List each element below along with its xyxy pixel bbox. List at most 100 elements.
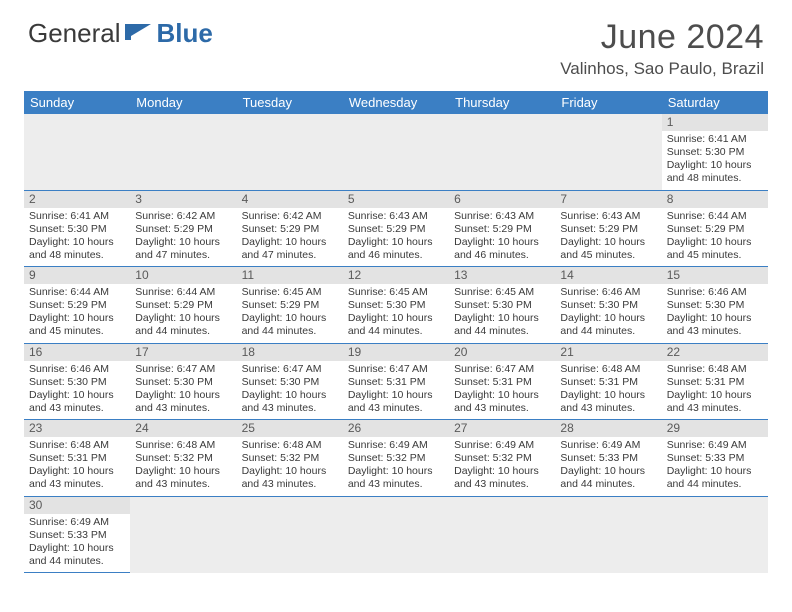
daylight-line: Daylight: 10 hours and 48 minutes. [667, 159, 763, 185]
daylight-line: Daylight: 10 hours and 44 minutes. [560, 465, 656, 491]
day-number: 30 [24, 497, 130, 514]
day-number: 29 [662, 420, 768, 437]
day-number: 17 [130, 344, 236, 361]
sunrise-line: Sunrise: 6:49 AM [348, 439, 444, 452]
daylight-line: Daylight: 10 hours and 43 minutes. [667, 312, 763, 338]
calendar-cell-empty [130, 114, 236, 190]
calendar-cell: 29Sunrise: 6:49 AMSunset: 5:33 PMDayligh… [662, 420, 768, 497]
day-number: 12 [343, 267, 449, 284]
sunrise-line: Sunrise: 6:49 AM [454, 439, 550, 452]
daylight-line: Daylight: 10 hours and 44 minutes. [560, 312, 656, 338]
sunrise-line: Sunrise: 6:42 AM [135, 210, 231, 223]
calendar-row: 2Sunrise: 6:41 AMSunset: 5:30 PMDaylight… [24, 190, 768, 267]
day-number: 7 [555, 191, 661, 208]
day-number: 10 [130, 267, 236, 284]
calendar-cell: 11Sunrise: 6:45 AMSunset: 5:29 PMDayligh… [237, 267, 343, 344]
calendar-cell: 17Sunrise: 6:47 AMSunset: 5:30 PMDayligh… [130, 343, 236, 420]
weekday-header: Sunday [24, 91, 130, 114]
day-number: 21 [555, 344, 661, 361]
day-number: 3 [130, 191, 236, 208]
sunset-line: Sunset: 5:31 PM [29, 452, 125, 465]
sunset-line: Sunset: 5:31 PM [667, 376, 763, 389]
day-number: 6 [449, 191, 555, 208]
daylight-line: Daylight: 10 hours and 43 minutes. [560, 389, 656, 415]
calendar-cell: 25Sunrise: 6:48 AMSunset: 5:32 PMDayligh… [237, 420, 343, 497]
sunset-line: Sunset: 5:31 PM [348, 376, 444, 389]
sunrise-line: Sunrise: 6:49 AM [560, 439, 656, 452]
day-number: 9 [24, 267, 130, 284]
sunrise-line: Sunrise: 6:41 AM [29, 210, 125, 223]
calendar-cell: 30Sunrise: 6:49 AMSunset: 5:33 PMDayligh… [24, 496, 130, 573]
calendar-cell-empty [449, 496, 555, 573]
calendar-cell-empty [662, 496, 768, 573]
calendar-row: 30Sunrise: 6:49 AMSunset: 5:33 PMDayligh… [24, 496, 768, 573]
sunrise-line: Sunrise: 6:45 AM [242, 286, 338, 299]
sunset-line: Sunset: 5:32 PM [348, 452, 444, 465]
calendar-cell: 7Sunrise: 6:43 AMSunset: 5:29 PMDaylight… [555, 190, 661, 267]
sunset-line: Sunset: 5:30 PM [667, 299, 763, 312]
sunrise-line: Sunrise: 6:47 AM [454, 363, 550, 376]
day-number: 27 [449, 420, 555, 437]
logo: General Blue [28, 18, 213, 49]
sunset-line: Sunset: 5:29 PM [242, 299, 338, 312]
weekday-header: Thursday [449, 91, 555, 114]
daylight-line: Daylight: 10 hours and 47 minutes. [135, 236, 231, 262]
calendar-cell-empty [237, 496, 343, 573]
calendar-cell: 24Sunrise: 6:48 AMSunset: 5:32 PMDayligh… [130, 420, 236, 497]
calendar-cell: 12Sunrise: 6:45 AMSunset: 5:30 PMDayligh… [343, 267, 449, 344]
calendar-cell: 14Sunrise: 6:46 AMSunset: 5:30 PMDayligh… [555, 267, 661, 344]
weekday-header: Friday [555, 91, 661, 114]
calendar-cell: 15Sunrise: 6:46 AMSunset: 5:30 PMDayligh… [662, 267, 768, 344]
sunset-line: Sunset: 5:30 PM [29, 223, 125, 236]
calendar-cell-empty [449, 114, 555, 190]
daylight-line: Daylight: 10 hours and 43 minutes. [135, 389, 231, 415]
sunrise-line: Sunrise: 6:44 AM [135, 286, 231, 299]
sunset-line: Sunset: 5:29 PM [135, 223, 231, 236]
day-number: 14 [555, 267, 661, 284]
calendar-cell: 9Sunrise: 6:44 AMSunset: 5:29 PMDaylight… [24, 267, 130, 344]
weekday-header: Tuesday [237, 91, 343, 114]
daylight-line: Daylight: 10 hours and 45 minutes. [29, 312, 125, 338]
sunset-line: Sunset: 5:29 PM [454, 223, 550, 236]
sunrise-line: Sunrise: 6:45 AM [348, 286, 444, 299]
sunrise-line: Sunrise: 6:42 AM [242, 210, 338, 223]
calendar-cell: 8Sunrise: 6:44 AMSunset: 5:29 PMDaylight… [662, 190, 768, 267]
day-number: 13 [449, 267, 555, 284]
sunset-line: Sunset: 5:29 PM [242, 223, 338, 236]
day-number: 22 [662, 344, 768, 361]
calendar-cell-empty [237, 114, 343, 190]
calendar-cell: 20Sunrise: 6:47 AMSunset: 5:31 PMDayligh… [449, 343, 555, 420]
sunrise-line: Sunrise: 6:49 AM [667, 439, 763, 452]
calendar-cell: 6Sunrise: 6:43 AMSunset: 5:29 PMDaylight… [449, 190, 555, 267]
sunset-line: Sunset: 5:29 PM [667, 223, 763, 236]
weekday-header-row: Sunday Monday Tuesday Wednesday Thursday… [24, 91, 768, 114]
calendar-cell: 19Sunrise: 6:47 AMSunset: 5:31 PMDayligh… [343, 343, 449, 420]
calendar-cell: 21Sunrise: 6:48 AMSunset: 5:31 PMDayligh… [555, 343, 661, 420]
day-number: 19 [343, 344, 449, 361]
day-number: 28 [555, 420, 661, 437]
daylight-line: Daylight: 10 hours and 46 minutes. [348, 236, 444, 262]
calendar-cell: 4Sunrise: 6:42 AMSunset: 5:29 PMDaylight… [237, 190, 343, 267]
sunset-line: Sunset: 5:33 PM [560, 452, 656, 465]
day-number: 4 [237, 191, 343, 208]
day-number: 25 [237, 420, 343, 437]
sunset-line: Sunset: 5:32 PM [135, 452, 231, 465]
calendar-cell: 2Sunrise: 6:41 AMSunset: 5:30 PMDaylight… [24, 190, 130, 267]
calendar-cell-empty [24, 114, 130, 190]
daylight-line: Daylight: 10 hours and 46 minutes. [454, 236, 550, 262]
sunset-line: Sunset: 5:30 PM [348, 299, 444, 312]
daylight-line: Daylight: 10 hours and 43 minutes. [29, 465, 125, 491]
day-number: 11 [237, 267, 343, 284]
day-number: 18 [237, 344, 343, 361]
daylight-line: Daylight: 10 hours and 43 minutes. [348, 465, 444, 491]
daylight-line: Daylight: 10 hours and 44 minutes. [135, 312, 231, 338]
calendar-cell-empty [343, 114, 449, 190]
day-number: 23 [24, 420, 130, 437]
sunset-line: Sunset: 5:29 PM [560, 223, 656, 236]
weekday-header: Monday [130, 91, 236, 114]
day-number: 16 [24, 344, 130, 361]
day-number: 20 [449, 344, 555, 361]
sunset-line: Sunset: 5:29 PM [29, 299, 125, 312]
calendar-cell: 5Sunrise: 6:43 AMSunset: 5:29 PMDaylight… [343, 190, 449, 267]
daylight-line: Daylight: 10 hours and 43 minutes. [242, 465, 338, 491]
